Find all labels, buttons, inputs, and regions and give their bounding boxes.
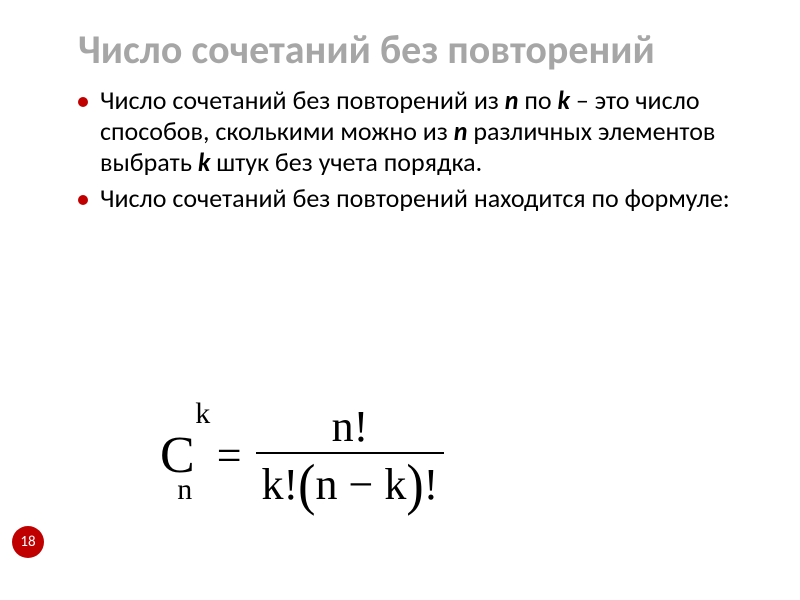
page-number-badge: 18 [12, 526, 44, 558]
formula-fraction: n! k!(n − k)! [256, 404, 445, 511]
bullet-dot-icon [78, 195, 88, 205]
formula-equals: = [217, 430, 242, 481]
bullet-item: Число сочетаний без повторений из n по k… [78, 85, 748, 177]
formula-denominator: k!(n − k)! [256, 456, 445, 511]
bullet-text: Число сочетаний без повторений из n по k… [100, 85, 748, 177]
formula-superscript: k [195, 397, 210, 431]
denominator-trail: ! [424, 460, 439, 509]
slide-title: Число сочетаний без повторений [78, 28, 748, 71]
bullet-text: Число сочетаний без повторений находится… [100, 183, 730, 214]
denominator-inner: n − k [316, 460, 407, 509]
plain-text: Число сочетаний без повторений находится… [100, 182, 730, 214]
plain-text: по [518, 84, 557, 116]
bullet-dot-icon [78, 97, 88, 107]
formula-numerator: n! [326, 404, 375, 450]
bullet-list: Число сочетаний без повторений из n по k… [78, 85, 748, 214]
paren-left-icon: ( [298, 456, 315, 516]
denominator-lead: k! [262, 460, 299, 509]
bullet-item: Число сочетаний без повторений находится… [78, 183, 748, 214]
emphasis-text: n [505, 84, 519, 116]
emphasis-text: k [198, 146, 210, 178]
paren-right-icon: ) [406, 456, 423, 516]
combinations-formula: C k n = n! k!(n − k)! [160, 402, 444, 509]
plain-text: Число сочетаний без повторений из [100, 84, 505, 116]
emphasis-text: n [454, 115, 468, 147]
formula-row: C k n = n! k!(n − k)! [160, 402, 444, 509]
slide: Число сочетаний без повторений Число соч… [0, 0, 800, 600]
emphasis-text: k [557, 84, 569, 116]
plain-text: штук без учета порядка. [210, 146, 482, 178]
formula-subscript: n [177, 473, 192, 507]
